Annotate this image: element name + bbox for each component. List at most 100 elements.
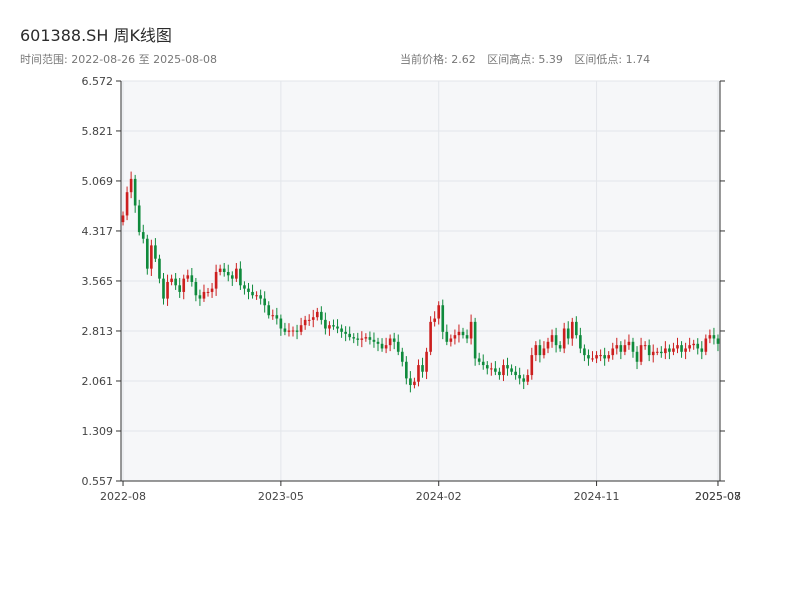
candle: [315, 307, 319, 321]
candle-body: [413, 381, 416, 386]
candle-body: [631, 341, 635, 352]
candle: [344, 326, 347, 342]
candle: [485, 361, 489, 375]
candle: [162, 272, 165, 305]
candle-body: [400, 351, 404, 362]
candle: [655, 347, 659, 356]
candle: [522, 374, 526, 390]
y-tick-label: 3.565: [82, 275, 114, 288]
candle-body: [506, 365, 509, 369]
candle: [405, 356, 408, 385]
candle: [708, 329, 712, 344]
candle: [332, 319, 335, 330]
grid-lines: [121, 80, 720, 482]
candle: [441, 299, 445, 340]
candle: [680, 341, 683, 358]
candle-body: [251, 291, 254, 296]
candle: [477, 352, 481, 366]
candle: [558, 341, 562, 352]
candle: [469, 314, 473, 345]
candle-body: [206, 291, 210, 293]
candle: [158, 254, 161, 284]
candle-body: [356, 338, 360, 340]
candle: [125, 186, 129, 221]
candle-body: [627, 341, 631, 346]
candle-body: [668, 348, 671, 352]
candle-body: [348, 333, 351, 338]
candle: [364, 333, 368, 342]
candle: [279, 314, 283, 336]
candle: [352, 333, 356, 344]
candle-body: [688, 345, 691, 349]
candle: [320, 306, 323, 325]
candle: [623, 339, 627, 356]
candle: [340, 324, 343, 338]
candle-body: [275, 315, 279, 319]
candle-body: [218, 268, 222, 272]
candle-body: [267, 305, 271, 316]
candle: [716, 334, 720, 352]
candle-body: [287, 330, 291, 332]
candle-body: [676, 345, 679, 349]
candle-body: [315, 311, 319, 318]
candle: [542, 341, 546, 359]
candle-body: [372, 339, 376, 342]
candle: [631, 337, 635, 358]
candle-body: [655, 351, 659, 353]
candle: [668, 344, 671, 360]
candle: [518, 367, 521, 385]
candle-body: [522, 378, 526, 382]
candle: [546, 337, 550, 354]
candle-body: [518, 375, 521, 379]
candle: [145, 234, 149, 275]
candle: [607, 351, 611, 362]
candle: [206, 287, 210, 297]
candle: [186, 269, 190, 282]
candle-body: [396, 341, 400, 352]
candle-body: [125, 192, 129, 216]
candle-body: [473, 321, 477, 359]
candle-body: [530, 355, 534, 376]
candle: [222, 263, 226, 277]
price-stats: 当前价格: 2.62 区间高点: 5.39 区间低点: 1.74: [400, 51, 658, 67]
candle-body: [190, 275, 194, 282]
candle-body: [651, 351, 655, 356]
y-tick-label: 1.309: [82, 425, 114, 438]
candle: [425, 347, 428, 380]
candle: [409, 371, 412, 393]
candle: [664, 341, 667, 360]
candle-body: [494, 368, 497, 372]
candle-body: [121, 215, 125, 223]
candle: [360, 331, 364, 348]
candle-body: [230, 275, 234, 279]
candle-body: [295, 330, 299, 332]
candle-body: [303, 319, 307, 326]
candle: [287, 323, 291, 337]
candle-body: [384, 345, 388, 349]
candle-body: [538, 345, 542, 356]
candle-body: [433, 318, 436, 322]
candle: [562, 322, 566, 354]
candle: [566, 321, 570, 345]
candle: [494, 361, 497, 376]
candle: [166, 274, 169, 306]
candle: [295, 324, 299, 340]
candle-body: [619, 345, 623, 352]
candle: [307, 314, 311, 326]
candle: [396, 334, 400, 356]
candle: [190, 267, 194, 287]
candle-body: [291, 330, 295, 332]
candle: [696, 338, 700, 355]
candle: [226, 264, 230, 282]
candle-body: [607, 355, 611, 359]
candle-body: [587, 355, 590, 359]
candle-body: [388, 338, 392, 346]
candle: [676, 337, 679, 354]
candle: [538, 339, 542, 363]
candle-body: [336, 326, 339, 329]
candle-body: [554, 335, 558, 346]
candle-body: [502, 365, 505, 376]
candle-body: [712, 335, 716, 339]
candle-body: [279, 318, 283, 329]
